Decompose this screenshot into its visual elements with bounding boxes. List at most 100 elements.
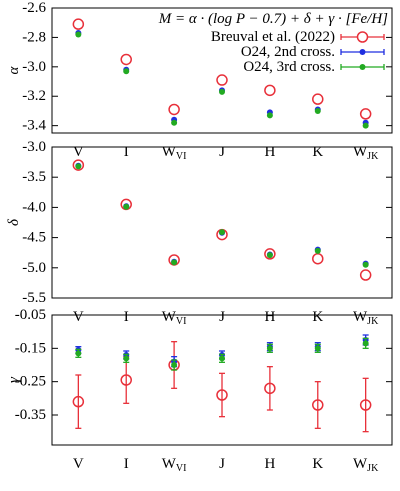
x-tick-label: I [124,144,129,160]
y-axis-label: δ [6,218,22,226]
x-tick-subscript: VI [176,463,187,474]
y-tick-label: -0.35 [15,407,46,423]
x-tick-base: W [353,144,368,160]
x-tick-label: V [73,456,84,472]
point [171,259,178,266]
x-tick-base: V [73,456,84,472]
point [219,88,225,95]
legend-marker [359,64,366,70]
x-tick-base: W [353,309,368,325]
x-tick-base: W [162,309,177,325]
y-tick-label: -3.0 [22,139,46,155]
y-axis-label: α [6,65,22,74]
x-tick-label: J [219,456,225,472]
point [123,203,130,210]
x-tick-label: K [312,456,323,472]
x-tick-label: I [124,309,129,325]
x-tick-label: V [73,144,84,160]
legend-label: O24, 2nd cross. [241,44,335,60]
x-tick-base: I [124,309,129,325]
x-tick-base: K [312,144,323,160]
point [75,163,82,170]
y-tick-label: -5.0 [22,260,46,276]
x-tick-label: WVI [162,144,187,162]
x-tick-label: H [264,309,275,325]
point [266,112,273,119]
y-tick-label: -3.2 [22,88,46,104]
x-tick-label: WJK [353,456,379,474]
x-tick-label: K [312,309,323,325]
point [312,252,324,265]
x-tick-base: H [264,456,275,472]
y-tick-label: -0.05 [15,307,46,323]
point [72,159,85,171]
plot-frame [51,146,393,299]
point [312,93,324,105]
y-tick-label: -3.5 [22,169,46,185]
x-tick-label: WJK [353,309,379,327]
x-tick-label: H [264,144,275,160]
point [314,345,321,352]
y-axis-label: γ [6,376,22,383]
x-tick-base: W [162,456,177,472]
x-tick-subscript: VI [176,151,187,162]
legend-label: O24, 3rd cross. [243,59,335,75]
x-tick-subscript: JK [367,463,379,474]
y-tick-label: -3.0 [22,59,46,75]
x-tick-label: J [219,144,225,160]
point [168,103,180,116]
x-tick-base: H [264,144,275,160]
plot-frame [51,314,393,446]
x-tick-base: V [73,144,84,160]
x-tick-base: J [219,144,225,160]
point [216,74,228,86]
x-tick-base: W [353,456,368,472]
legend-marker [356,31,369,43]
point [171,119,178,126]
point [75,350,82,357]
point [314,107,321,114]
x-tick-label: WVI [162,309,187,327]
x-tick-base: W [162,144,177,160]
y-tick-label: -5.5 [22,290,46,306]
legend-label: Breuval et al. (2022) [211,29,335,45]
point [362,122,369,129]
point [219,229,225,236]
x-tick-base: K [312,309,323,325]
y-tick-label: -0.15 [15,340,46,356]
point [264,248,276,260]
x-tick-label: J [219,309,225,325]
x-tick-label: K [312,144,323,160]
point [266,252,273,259]
y-tick-label: -0.25 [15,374,46,390]
x-tick-subscript: JK [367,316,379,327]
point [359,399,372,411]
point [314,247,321,254]
plot-frame [51,7,393,134]
point [75,31,82,38]
x-tick-base: I [124,456,129,472]
point [359,108,372,120]
point [359,269,372,281]
x-tick-base: K [312,456,323,472]
point [120,53,132,66]
point [120,374,132,386]
point [264,382,276,395]
point [362,340,369,347]
point [72,395,85,408]
point [264,84,276,97]
x-tick-base: J [219,309,225,325]
point [216,389,228,401]
y-tick-label: -3.4 [22,118,46,134]
y-tick-label: -4.0 [22,199,46,215]
y-tick-label: -2.8 [22,29,46,45]
annotation: M = α · (log P − 0.7) + δ + γ · [Fe/H] [158,11,388,27]
x-tick-base: I [124,144,129,160]
point [123,355,130,362]
x-tick-label: H [264,456,275,472]
x-tick-subscript: JK [367,151,379,162]
legend-marker [359,49,366,55]
y-tick-label: -4.5 [22,230,46,246]
